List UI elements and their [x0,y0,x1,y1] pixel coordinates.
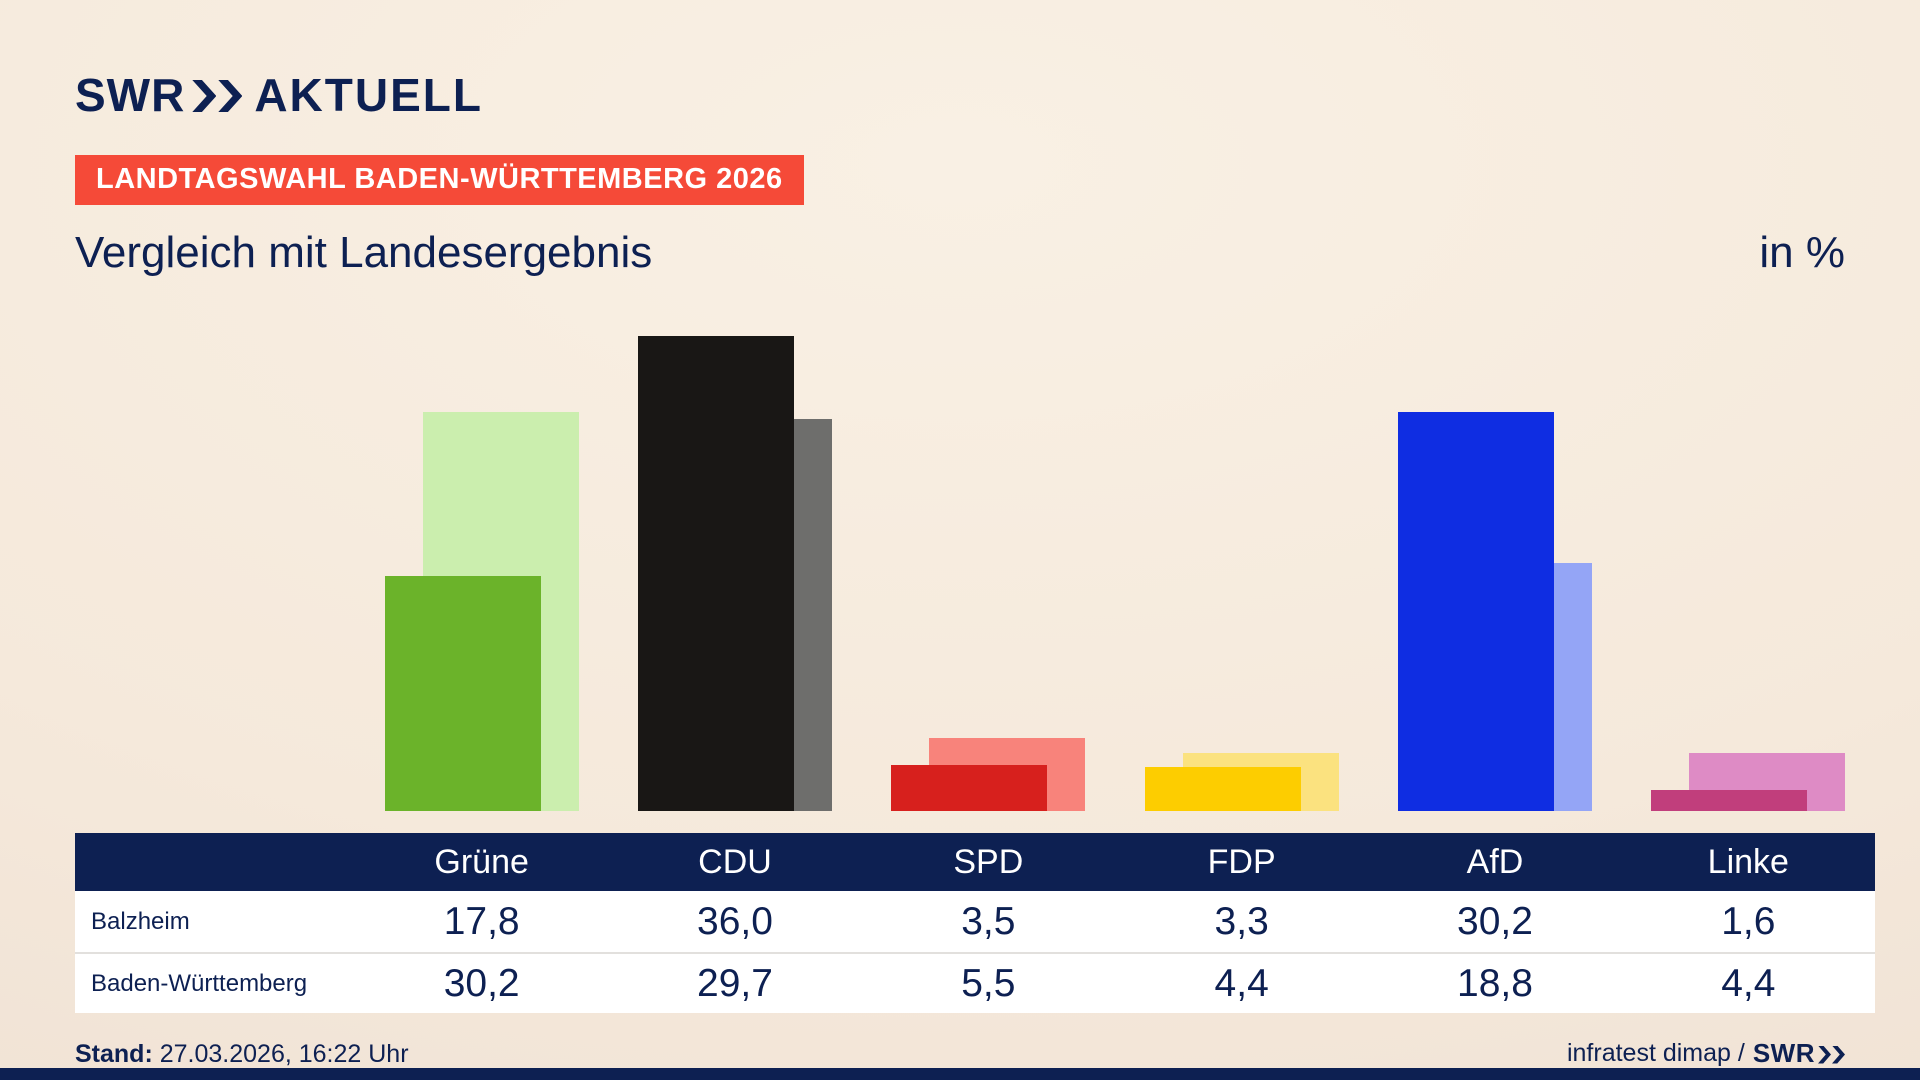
source-text: infratest dimap / [1566,1039,1745,1067]
table-row-Balzheim: Balzheim 17,8 36,0 3,5 3,3 30,2 1,6 [75,891,1875,952]
value-Balzheim-SPD: 3,5 [961,899,1016,943]
swr-logo-text: SWR [75,69,186,121]
value-Baden-Württemberg-FDP: 4,4 [1214,961,1269,1005]
value-Balzheim-Grüne: 17,8 [443,899,520,943]
bar-chart [384,336,1846,811]
swr-aktuell-logo: SWR AKTUELL [75,68,483,122]
value-Balzheim-Linke: 1,6 [1721,899,1776,943]
source-swr-logo-text: SWR [1752,1038,1815,1068]
value-Baden-Württemberg-AfD: 18,8 [1457,961,1533,1005]
aktuell-logo-text: AKTUELL [254,69,483,121]
bar-main-Linke [1651,790,1808,811]
party-header-SPD: SPD [953,842,1024,881]
stand-timestamp: Stand: 27.03.2026, 16:22 Uhr [75,1040,409,1069]
results-table: Grüne CDU SPD FDP AfD Linke Balzheim 17,8 36,0 3… [75,833,1875,1013]
swr-chevrons-icon [192,80,243,112]
election-badge: LANDTAGSWAHL BADEN-WÜRTTEMBERG 2026 [75,155,804,205]
unit-label: in % [1759,228,1845,277]
stand-label: Stand: [75,1040,153,1068]
value-Baden-Württemberg-Grüne: 30,2 [443,961,520,1005]
chart-title: Vergleich mit Landesergebnis [75,228,653,277]
row-label: Balzheim [91,907,190,935]
bar-main-SPD [891,765,1048,811]
party-header-Grüne: Grüne [434,842,529,881]
party-header-CDU: CDU [698,842,772,881]
value-Balzheim-CDU: 36,0 [697,899,773,943]
value-Baden-Württemberg-Linke: 4,4 [1721,961,1776,1005]
source-credit: infratest dimap / SWR [1567,1038,1845,1069]
value-Baden-Württemberg-SPD: 5,5 [961,961,1016,1005]
row-label: Baden-Württemberg [91,969,308,997]
table-header-row: Grüne CDU SPD FDP AfD Linke [75,833,1875,891]
bar-main-CDU [638,336,794,811]
value-Baden-Württemberg-CDU: 29,7 [697,961,773,1005]
source-swr-chevrons-icon [1818,1045,1845,1064]
party-header-Linke: Linke [1707,842,1789,881]
bottom-navy-strip [0,1068,1920,1080]
party-header-FDP: FDP [1207,842,1276,881]
bar-main-FDP [1144,767,1301,811]
value-Balzheim-AfD: 30,2 [1457,899,1533,943]
bar-main-AfD [1398,412,1554,811]
stand-value: 27.03.2026, 16:22 Uhr [152,1040,409,1068]
table-row-Baden-Württemberg: Baden-Württemberg 30,2 29,7 5,5 4,4 18,8 4,4 [75,952,1875,1013]
party-header-AfD: AfD [1466,842,1524,881]
bar-main-Grüne [384,576,541,811]
value-Balzheim-FDP: 3,3 [1214,899,1269,943]
